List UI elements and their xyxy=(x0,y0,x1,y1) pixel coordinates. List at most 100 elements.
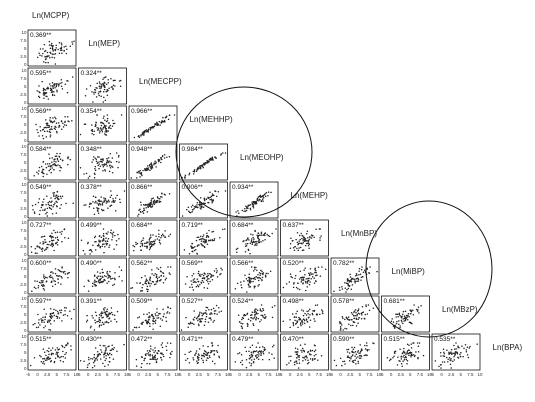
scatter-panel: 0.578** xyxy=(330,295,380,333)
data-point xyxy=(403,347,405,350)
data-point xyxy=(195,285,198,288)
data-point xyxy=(192,357,194,359)
data-point xyxy=(161,319,164,321)
data-point xyxy=(44,325,47,327)
data-point xyxy=(186,208,188,211)
data-point xyxy=(55,351,58,353)
variable-label: Ln(MECPP) xyxy=(139,77,182,86)
data-point xyxy=(406,359,409,362)
y-tick-label: 7.5 xyxy=(20,190,27,195)
panel-frame xyxy=(128,181,178,219)
data-point xyxy=(309,236,311,238)
data-point xyxy=(261,279,263,281)
data-point xyxy=(296,320,298,322)
data-point xyxy=(110,78,112,80)
data-point xyxy=(95,357,98,359)
scatter-panel: 0.597** xyxy=(27,295,77,333)
data-point xyxy=(46,243,49,246)
data-point xyxy=(251,311,254,314)
data-point xyxy=(84,123,87,125)
data-point xyxy=(364,344,366,347)
data-point xyxy=(324,268,327,270)
data-point xyxy=(171,350,173,353)
data-point xyxy=(149,234,152,236)
data-point xyxy=(349,273,351,276)
data-point xyxy=(99,344,101,347)
data-point xyxy=(41,135,44,137)
data-point xyxy=(170,353,172,356)
data-point xyxy=(65,52,68,55)
data-point xyxy=(309,358,312,360)
data-point xyxy=(296,353,299,356)
data-point xyxy=(45,122,48,125)
data-point xyxy=(96,82,98,85)
data-point xyxy=(51,53,54,55)
data-point xyxy=(109,160,111,162)
data-point xyxy=(107,130,110,132)
data-point xyxy=(115,152,118,154)
data-point xyxy=(196,245,199,247)
data-point xyxy=(51,242,53,244)
data-point xyxy=(62,314,65,316)
data-point xyxy=(198,274,201,277)
data-point xyxy=(68,271,70,274)
data-point xyxy=(48,83,51,85)
data-point xyxy=(70,349,72,351)
data-point xyxy=(91,358,94,360)
data-point xyxy=(348,319,350,321)
data-point xyxy=(168,235,170,237)
data-point xyxy=(42,137,45,140)
data-point xyxy=(135,243,137,246)
y-tick-label: 10 xyxy=(21,68,27,73)
data-point xyxy=(114,85,116,87)
data-point xyxy=(245,359,248,361)
data-point xyxy=(56,131,58,134)
data-point xyxy=(65,45,67,47)
data-point xyxy=(56,157,59,160)
data-point xyxy=(51,200,53,203)
data-point xyxy=(110,127,112,130)
data-point xyxy=(240,354,243,356)
data-point xyxy=(149,242,151,244)
data-point xyxy=(105,232,108,235)
data-point xyxy=(339,325,342,328)
data-point xyxy=(188,253,191,255)
data-point xyxy=(462,355,464,358)
data-point xyxy=(149,163,151,166)
data-point xyxy=(157,314,159,317)
data-point xyxy=(96,162,99,165)
data-point xyxy=(405,353,407,355)
data-point xyxy=(61,230,63,233)
data-point xyxy=(304,289,307,292)
data-point xyxy=(143,242,146,245)
data-point xyxy=(156,121,158,124)
data-point xyxy=(271,232,273,235)
data-point xyxy=(114,278,116,281)
data-point xyxy=(302,236,305,238)
data-point xyxy=(69,45,72,48)
data-point xyxy=(258,198,260,200)
data-point xyxy=(141,289,144,292)
data-point xyxy=(98,281,100,283)
data-point xyxy=(405,314,408,317)
y-tick-label: 10 xyxy=(21,334,27,339)
data-point xyxy=(201,203,203,206)
data-point xyxy=(38,170,40,172)
data-point xyxy=(388,359,391,362)
data-point xyxy=(163,313,165,315)
data-point xyxy=(250,351,253,353)
data-point xyxy=(476,343,478,345)
data-point xyxy=(159,124,161,126)
data-point xyxy=(144,203,147,206)
data-point xyxy=(110,229,112,231)
data-point xyxy=(161,346,164,349)
data-point xyxy=(86,319,89,321)
data-point xyxy=(299,238,301,241)
data-point xyxy=(55,126,57,129)
data-point xyxy=(416,310,419,312)
data-point xyxy=(258,240,260,242)
data-point xyxy=(355,272,358,275)
data-point xyxy=(93,281,96,283)
data-point xyxy=(56,347,59,349)
data-point xyxy=(248,276,251,279)
